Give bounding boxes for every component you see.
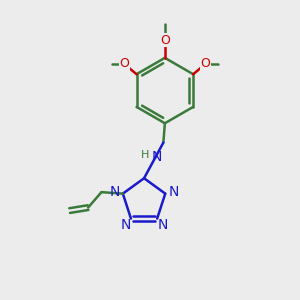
Text: O: O xyxy=(160,34,170,46)
Text: H: H xyxy=(140,150,149,160)
Text: N: N xyxy=(168,185,179,199)
Text: N: N xyxy=(157,218,168,232)
Text: O: O xyxy=(119,57,129,70)
Text: O: O xyxy=(201,57,211,70)
Text: N: N xyxy=(109,185,120,199)
Text: N: N xyxy=(120,218,131,232)
Text: N: N xyxy=(152,150,162,164)
